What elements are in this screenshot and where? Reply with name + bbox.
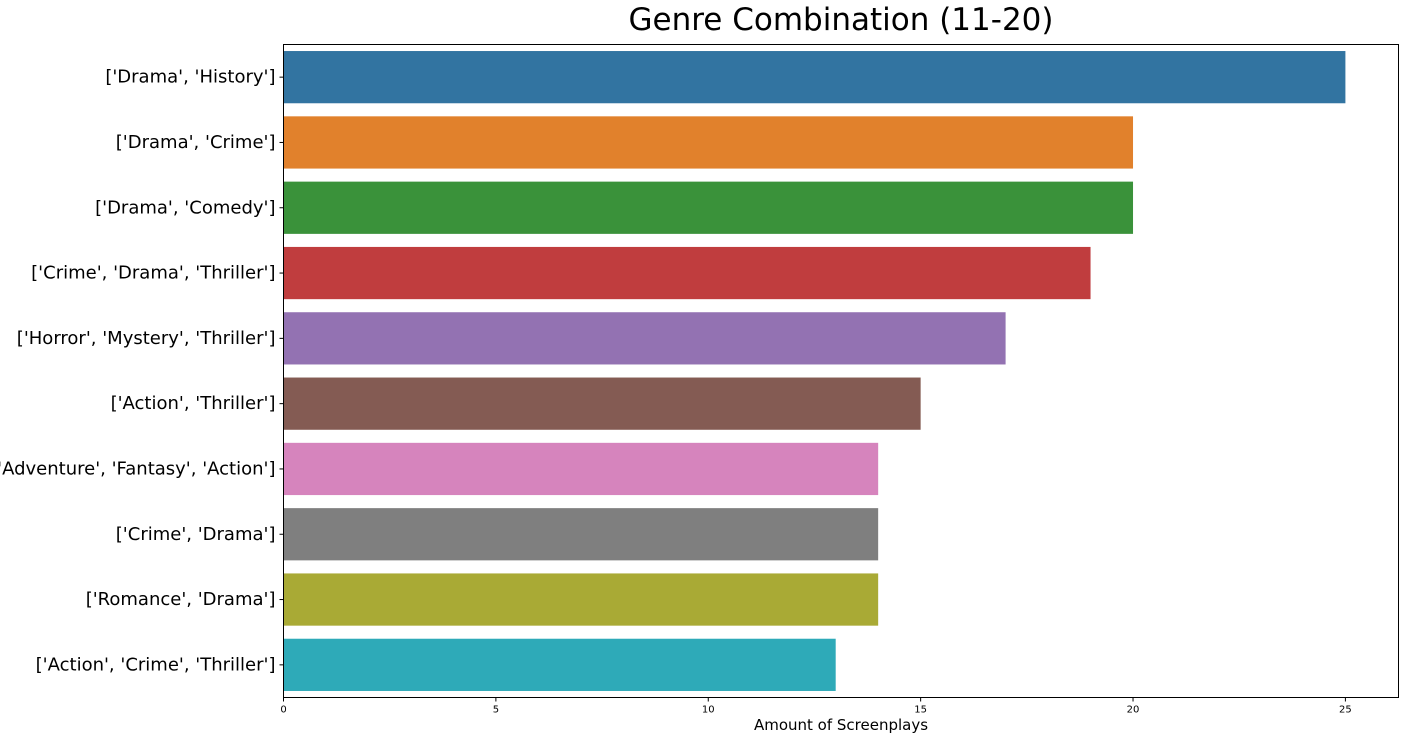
y-tick-label: ['Horror', 'Mystery', 'Thriller']: [17, 328, 276, 349]
bar: [283, 573, 879, 626]
bar: [283, 51, 1346, 104]
y-tick-label: ['Action', 'Thriller']: [111, 393, 276, 414]
bar: [283, 377, 921, 430]
plot-frame: [283, 44, 1399, 698]
y-tick-label: ['Adventure', 'Fantasy', 'Action']: [0, 458, 276, 479]
bar: [283, 116, 1134, 169]
bar: [283, 508, 879, 561]
x-tick-label: 10: [702, 705, 715, 716]
bar: [283, 442, 879, 496]
bar: [283, 312, 1006, 365]
chart-title: Genre Combination (11-20): [628, 2, 1054, 38]
bar: [283, 181, 1134, 234]
bar: [283, 638, 836, 691]
x-tick-label: 20: [1127, 705, 1140, 716]
y-tick-label: ['Action', 'Crime', 'Thriller']: [36, 654, 276, 675]
bar: [283, 246, 1091, 300]
y-tick-label: ['Crime', 'Drama']: [116, 524, 276, 545]
x-tick-label: 25: [1339, 705, 1352, 716]
y-tick-label: ['Romance', 'Drama']: [86, 589, 276, 610]
x-tick-label: 15: [914, 705, 927, 716]
y-tick-label: ['Crime', 'Drama', 'Thriller']: [31, 263, 275, 284]
x-axis-label: Amount of Screenplays: [753, 716, 929, 734]
x-tick-label: 0: [280, 705, 286, 716]
y-tick-label: ['Drama', 'History']: [105, 67, 275, 88]
y-tick-label: ['Drama', 'Comedy']: [95, 197, 275, 218]
y-tick-label: ['Drama', 'Crime']: [116, 132, 276, 153]
x-tick-label: 5: [493, 705, 499, 716]
